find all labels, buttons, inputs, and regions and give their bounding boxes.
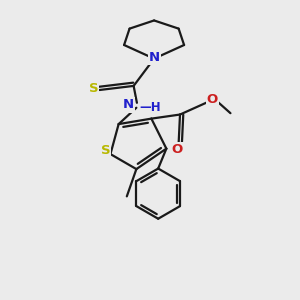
Text: S: S [89,82,98,95]
Text: N: N [149,51,160,64]
Text: —H: —H [140,101,161,114]
Text: N: N [123,98,134,112]
Text: O: O [207,93,218,106]
Text: O: O [172,143,183,156]
Text: S: S [101,143,110,157]
